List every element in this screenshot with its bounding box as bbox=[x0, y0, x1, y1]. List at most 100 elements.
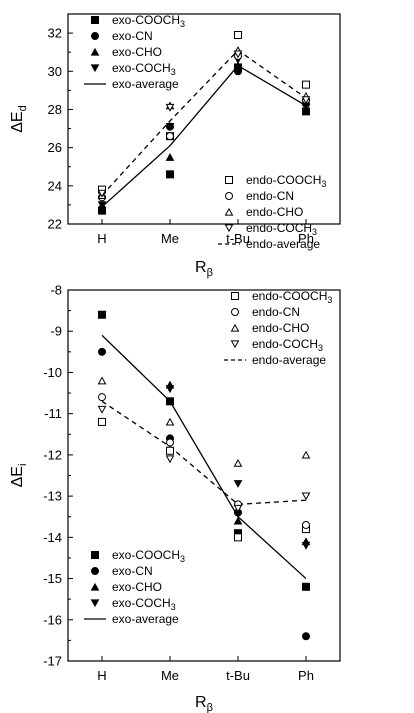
x-tick-label: t-Bu bbox=[226, 668, 250, 683]
point-exo-COOCH3 bbox=[166, 170, 174, 179]
point-endo-COOCH3 bbox=[234, 31, 242, 39]
legend-label: endo-COOCH3 bbox=[252, 289, 332, 305]
y-tick-label: 22 bbox=[48, 217, 62, 232]
x-axis-title: Rβ bbox=[195, 694, 213, 713]
series-line-exo-average bbox=[101, 64, 307, 208]
point-endo-CHO bbox=[165, 417, 175, 426]
y-tick-label: -11 bbox=[44, 406, 62, 421]
legend-label: exo-CN bbox=[112, 29, 153, 43]
point-endo-COCH3 bbox=[301, 492, 311, 501]
point-exo-COCH3 bbox=[97, 201, 107, 210]
y-tick-label: -10 bbox=[43, 365, 62, 380]
y-axis-title-subscript: i bbox=[17, 464, 29, 466]
legend-label-subscript: 3 bbox=[318, 343, 323, 353]
legend-swatch bbox=[90, 599, 100, 608]
y-tick-label: -9 bbox=[50, 324, 62, 339]
y-tick-label: 24 bbox=[48, 178, 62, 193]
legend-label: endo-COCH3 bbox=[246, 221, 317, 237]
legend-label: exo-CN bbox=[112, 564, 153, 578]
point-endo-CN bbox=[166, 438, 174, 447]
series-line-exo-average bbox=[101, 334, 307, 580]
x-axis: H Me t-Bu Ph bbox=[97, 219, 314, 246]
y-tick-label: 26 bbox=[48, 140, 62, 155]
legend-label: endo-COOCH3 bbox=[246, 173, 326, 189]
legend-swatch bbox=[230, 340, 240, 349]
point-exo-CHO bbox=[165, 153, 175, 161]
y-axis-title: ΔEi bbox=[9, 464, 29, 488]
point-endo-COOCH3 bbox=[98, 417, 106, 426]
legend-swatch bbox=[90, 47, 100, 56]
y-tick-label: -12 bbox=[43, 447, 62, 462]
point-endo-COCH3 bbox=[165, 455, 175, 464]
point-exo-CN bbox=[302, 632, 310, 641]
legend-swatch bbox=[91, 32, 99, 40]
y-tick-label: -8 bbox=[50, 283, 62, 298]
point-exo-CHO bbox=[233, 61, 243, 70]
x-tick-label: H bbox=[97, 668, 106, 683]
x-tick-label: Me bbox=[161, 231, 179, 246]
legend-label-main: exo-COCH bbox=[112, 596, 171, 610]
legend-label: exo-COOCH3 bbox=[112, 548, 185, 564]
legend-label-main: endo-COCH bbox=[252, 337, 318, 351]
point-endo-COOCH3 bbox=[302, 80, 310, 89]
legend-swatch bbox=[230, 323, 240, 332]
legend-label: endo-average bbox=[252, 353, 326, 367]
legend-label: exo-COOCH3 bbox=[112, 13, 185, 29]
legend-top-right: endo-COOCH3endo-CNendo-CHOendo-COCH3endo… bbox=[224, 289, 332, 367]
point-exo-COOCH3 bbox=[302, 582, 310, 591]
legend-swatch bbox=[90, 64, 100, 73]
legend-label-subscript: 3 bbox=[312, 227, 317, 237]
x-tick-label: Ph bbox=[298, 231, 314, 246]
legend-top-left: exo-COOCH3exo-CNexo-CHOexo-COCH3exo-aver… bbox=[84, 13, 185, 91]
point-exo-COOCH3 bbox=[166, 397, 174, 406]
point-exo-CN bbox=[98, 347, 106, 356]
legend-label: exo-COCH3 bbox=[112, 596, 176, 612]
series-line-endo-average bbox=[101, 400, 307, 506]
legend-label: exo-average bbox=[112, 612, 179, 626]
point-endo-CN bbox=[166, 132, 174, 141]
legend-label-main: exo-COOCH bbox=[112, 13, 180, 27]
legend-label: endo-COCH3 bbox=[252, 337, 323, 353]
y-tick-label: -14 bbox=[43, 530, 62, 545]
point-endo-CN bbox=[98, 393, 106, 402]
y-axis: 22 24 26 28 30 32 bbox=[48, 26, 73, 232]
x-axis-title: Rβ bbox=[195, 259, 213, 279]
legend-label: endo-CN bbox=[252, 305, 300, 319]
x-axis: H Me t-Bu Ph bbox=[97, 656, 314, 683]
series-group bbox=[97, 31, 311, 215]
legend-label-subscript: 3 bbox=[327, 295, 332, 305]
plot-frame bbox=[67, 13, 341, 225]
x-axis-title-subscript: β bbox=[207, 702, 213, 713]
legend-label-main: endo-COOCH bbox=[252, 289, 327, 303]
point-endo-CHO bbox=[301, 450, 311, 459]
y-axis-title-base: ΔE bbox=[9, 466, 26, 487]
legend-label: exo-CHO bbox=[112, 580, 162, 594]
point-endo-COCH3 bbox=[97, 405, 107, 414]
y-tick-label: -15 bbox=[43, 571, 62, 586]
legend-swatch bbox=[224, 207, 234, 216]
point-endo-COCH3 bbox=[233, 504, 243, 513]
point-endo-CHO bbox=[97, 376, 107, 385]
point-exo-COCH3 bbox=[165, 385, 175, 394]
y-tick-label: -16 bbox=[43, 612, 62, 627]
y-axis: -8 -9 -10 -11 -12 -13 -14 -15 -16 -17 bbox=[43, 283, 73, 669]
legend-swatch bbox=[225, 176, 233, 184]
point-endo-COOCH3 bbox=[166, 446, 174, 455]
legend-swatch bbox=[91, 16, 99, 24]
x-axis-title-subscript: β bbox=[207, 267, 213, 279]
legend-swatch bbox=[231, 292, 239, 300]
legend-swatch bbox=[231, 308, 239, 316]
legend-label: endo-CHO bbox=[252, 321, 309, 335]
legend-swatch bbox=[224, 224, 234, 233]
point-endo-COCH3 bbox=[97, 189, 107, 198]
legend-label: exo-average bbox=[112, 77, 179, 91]
y-tick-label: 32 bbox=[48, 26, 62, 41]
point-endo-COCH3 bbox=[233, 50, 243, 59]
point-endo-CHO bbox=[233, 458, 243, 467]
y-tick-label: 28 bbox=[48, 102, 62, 117]
point-exo-COCH3 bbox=[97, 311, 107, 319]
legend-label: endo-CN bbox=[246, 189, 294, 203]
